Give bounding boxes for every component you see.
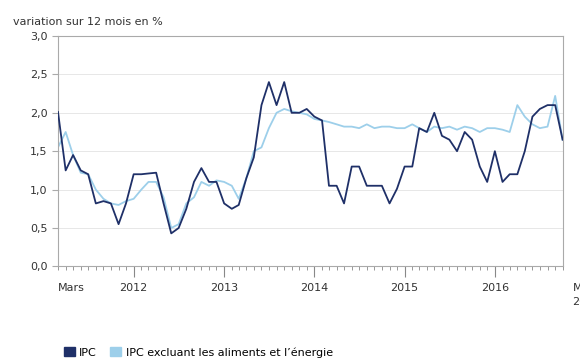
Legend: IPC, IPC excluant les aliments et l’énergie: IPC, IPC excluant les aliments et l’éner… (64, 347, 333, 357)
Text: 2017: 2017 (572, 297, 580, 307)
Text: 2016: 2016 (481, 283, 509, 293)
Text: Mars: Mars (573, 283, 580, 293)
Text: variation sur 12 mois en %: variation sur 12 mois en % (13, 17, 162, 27)
Text: 2014: 2014 (300, 283, 328, 293)
Text: 2015: 2015 (390, 283, 419, 293)
Text: 2012: 2012 (119, 283, 148, 293)
Text: Mars: Mars (58, 283, 85, 293)
Text: 2013: 2013 (210, 283, 238, 293)
